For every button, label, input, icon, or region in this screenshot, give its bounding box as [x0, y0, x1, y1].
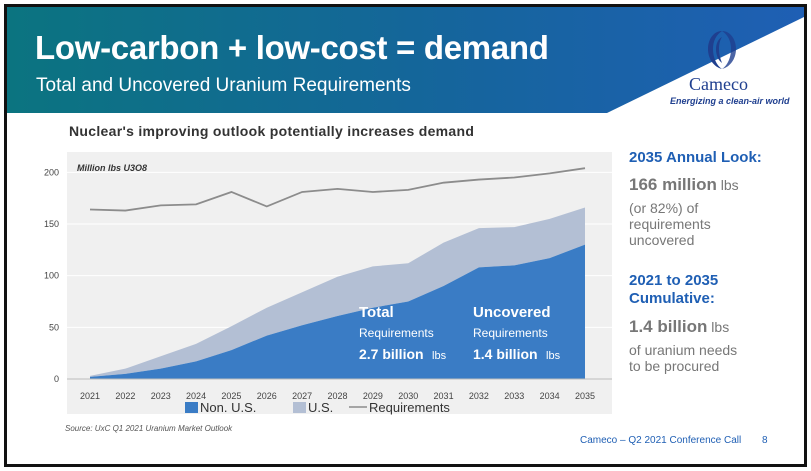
annotation-uncovered: Uncovered Requirements 1.4 billion lbs [473, 304, 561, 363]
company-name: Cameco [689, 74, 748, 94]
x-tick-label: 2034 [540, 391, 560, 401]
x-tick-label: 2023 [151, 391, 171, 401]
y-tick-label: 150 [44, 219, 59, 229]
annotation-total-line2: Requirements [359, 326, 434, 340]
chart-source: Source: UxC Q1 2021 Uranium Market Outlo… [65, 424, 233, 433]
x-tick-label: 2031 [434, 391, 454, 401]
chart-title: Nuclear's improving outlook potentially … [69, 123, 475, 139]
x-tick-label: 2035 [575, 391, 595, 401]
x-tick-label: 2030 [398, 391, 418, 401]
legend-swatch-us [293, 402, 306, 413]
cumulative-heading-line2: Cumulative: [629, 290, 715, 307]
x-tick-label: 2026 [257, 391, 277, 401]
annual-look-line2: requirements [629, 216, 711, 232]
y-tick-label: 200 [44, 167, 59, 177]
annotation-uncovered-line1: Uncovered [473, 304, 551, 321]
uranium-chart: 0 50 100 150 200 2021 2022 2023 2024 2025 2026 202… [44, 152, 612, 415]
y-tick-label: 50 [49, 322, 59, 332]
page-title: Low-carbon + low-cost = demand [35, 29, 549, 66]
requirements-line [89, 167, 586, 212]
page-number: 8 [762, 435, 768, 446]
x-tick-label: 2033 [504, 391, 524, 401]
annotation-total-unit: lbs [432, 350, 447, 362]
annotation-total: Total Requirements 2.7 billion lbs [359, 304, 447, 363]
cumulative-line2: to be procured [629, 358, 720, 374]
svg-text:1.4 billion lbs: 1.4 billion lbs [473, 346, 561, 363]
annotation-total-value: 2.7 billion [359, 346, 424, 362]
legend-label-non-us: Non. U.S. [200, 400, 256, 415]
annual-look-line1: (or 82%) of [629, 200, 699, 216]
annual-look-value: 166 million [629, 175, 717, 194]
area-us [90, 207, 585, 377]
y-tick-label: 100 [44, 271, 59, 281]
x-tick-label: 2027 [292, 391, 312, 401]
y-tick-label: 0 [54, 374, 59, 384]
cumulative-heading-line1: 2021 to 2035 [629, 272, 719, 289]
svg-text:2.7 billion lbs: 2.7 billion lbs [359, 346, 447, 363]
annotation-uncovered-line2: Requirements [473, 326, 548, 340]
slide: Low-carbon + low-cost = demand Total and… [4, 4, 807, 467]
header-banner [7, 7, 804, 113]
annotation-total-line1: Total [359, 304, 394, 321]
unit-label: Million lbs U3O8 [77, 163, 147, 173]
company-tagline: Energizing a clean-air world [670, 96, 790, 106]
annual-look-heading: 2035 Annual Look: [629, 149, 762, 166]
annotation-uncovered-unit: lbs [546, 350, 561, 362]
legend: Non. U.S. U.S. Requirements [185, 400, 450, 415]
page-subtitle: Total and Uncovered Uranium Requirements [36, 75, 411, 96]
footer-label: Cameco – Q2 2021 Conference Call [580, 435, 742, 446]
cumulative-unit: lbs [711, 319, 730, 335]
x-tick-label: 2022 [115, 391, 135, 401]
x-tick-label: 2029 [363, 391, 383, 401]
cameco-logo-icon [708, 31, 736, 69]
x-tick-label: 2021 [80, 391, 100, 401]
x-tick-label: 2032 [469, 391, 489, 401]
annual-look-unit: lbs [720, 177, 739, 193]
cumulative-line1: of uranium needs [629, 342, 738, 358]
area-non-us [90, 244, 585, 379]
legend-label-requirements: Requirements [369, 400, 450, 415]
x-tick-label: 2024 [186, 391, 206, 401]
annotation-uncovered-value: 1.4 billion [473, 346, 538, 362]
x-tick-label: 2025 [221, 391, 241, 401]
legend-swatch-non-us [185, 402, 198, 413]
annual-look-line3: uncovered [629, 232, 695, 248]
x-tick-label: 2028 [327, 391, 347, 401]
cumulative-value: 1.4 billion [629, 317, 708, 336]
legend-label-us: U.S. [308, 400, 333, 415]
